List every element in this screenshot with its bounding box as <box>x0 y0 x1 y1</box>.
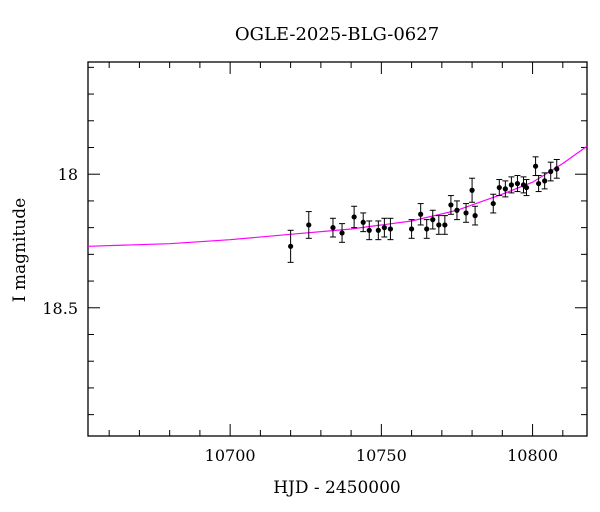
data-points-layer <box>287 156 560 263</box>
point-marker <box>442 222 448 228</box>
point-marker <box>542 178 548 184</box>
data-point <box>339 223 346 243</box>
data-point <box>514 175 521 193</box>
point-marker <box>536 180 542 187</box>
point-marker <box>463 210 469 216</box>
point-marker <box>448 202 454 208</box>
point-marker <box>339 230 345 236</box>
x-tick-label: 10800 <box>507 446 558 465</box>
point-marker <box>408 226 415 232</box>
point-marker <box>306 222 312 228</box>
point-marker <box>472 213 478 219</box>
model-layer <box>87 145 588 247</box>
x-tick-label: 10750 <box>356 446 407 465</box>
data-point <box>329 217 336 238</box>
point-marker <box>288 243 294 249</box>
point-marker <box>496 184 502 191</box>
point-marker <box>502 186 508 192</box>
data-point <box>496 179 503 197</box>
data-point <box>453 200 460 221</box>
point-marker <box>532 163 539 169</box>
data-point <box>360 212 367 233</box>
point-marker <box>351 214 357 220</box>
point-marker <box>375 227 381 233</box>
point-marker <box>424 226 430 232</box>
data-point <box>520 176 527 194</box>
x-tick-label: 10700 <box>205 446 256 465</box>
point-marker <box>454 207 460 213</box>
point-marker <box>548 168 554 175</box>
point-marker <box>554 166 560 172</box>
point-marker <box>366 227 372 233</box>
data-point <box>502 180 509 198</box>
data-point <box>553 159 560 179</box>
data-point <box>547 161 554 182</box>
point-marker <box>387 226 394 232</box>
data-point <box>447 195 454 215</box>
point-marker <box>430 217 436 223</box>
data-point <box>366 220 373 241</box>
data-point <box>541 172 548 190</box>
point-marker <box>418 211 424 217</box>
y-axis-label: I magnitude <box>10 198 30 302</box>
point-marker <box>381 225 387 231</box>
data-point <box>429 209 436 230</box>
point-marker <box>514 180 521 187</box>
point-marker <box>330 225 336 231</box>
point-marker <box>436 222 442 228</box>
point-marker <box>469 187 475 193</box>
y-tick-label: 18.5 <box>42 299 78 318</box>
data-point <box>375 220 382 241</box>
data-point <box>523 179 530 197</box>
data-point <box>472 205 479 226</box>
data-point <box>287 229 294 263</box>
ticks-layer: 10700 10750 10800 18 18.5 <box>42 62 587 465</box>
data-point <box>508 176 515 194</box>
data-point <box>417 203 424 226</box>
data-point <box>305 211 312 239</box>
data-point <box>441 215 448 235</box>
data-point <box>351 205 358 229</box>
chart-title: OGLE-2025-BLG-0627 <box>235 24 439 45</box>
data-point <box>423 219 430 239</box>
model-curve <box>87 145 588 247</box>
y-tick-label: 18 <box>58 165 78 184</box>
x-axis-label: HJD - 2450000 <box>273 478 401 498</box>
data-point <box>535 175 542 193</box>
plot-frame <box>87 61 588 437</box>
point-marker <box>523 184 530 191</box>
data-point <box>387 217 394 241</box>
data-point <box>490 193 497 214</box>
data-point <box>532 156 539 177</box>
data-point <box>469 177 476 203</box>
point-marker <box>360 219 366 225</box>
data-point <box>381 217 388 238</box>
data-point <box>435 215 442 235</box>
point-marker <box>490 200 496 207</box>
point-marker <box>508 182 514 188</box>
data-point <box>408 219 415 239</box>
data-point <box>463 203 470 223</box>
